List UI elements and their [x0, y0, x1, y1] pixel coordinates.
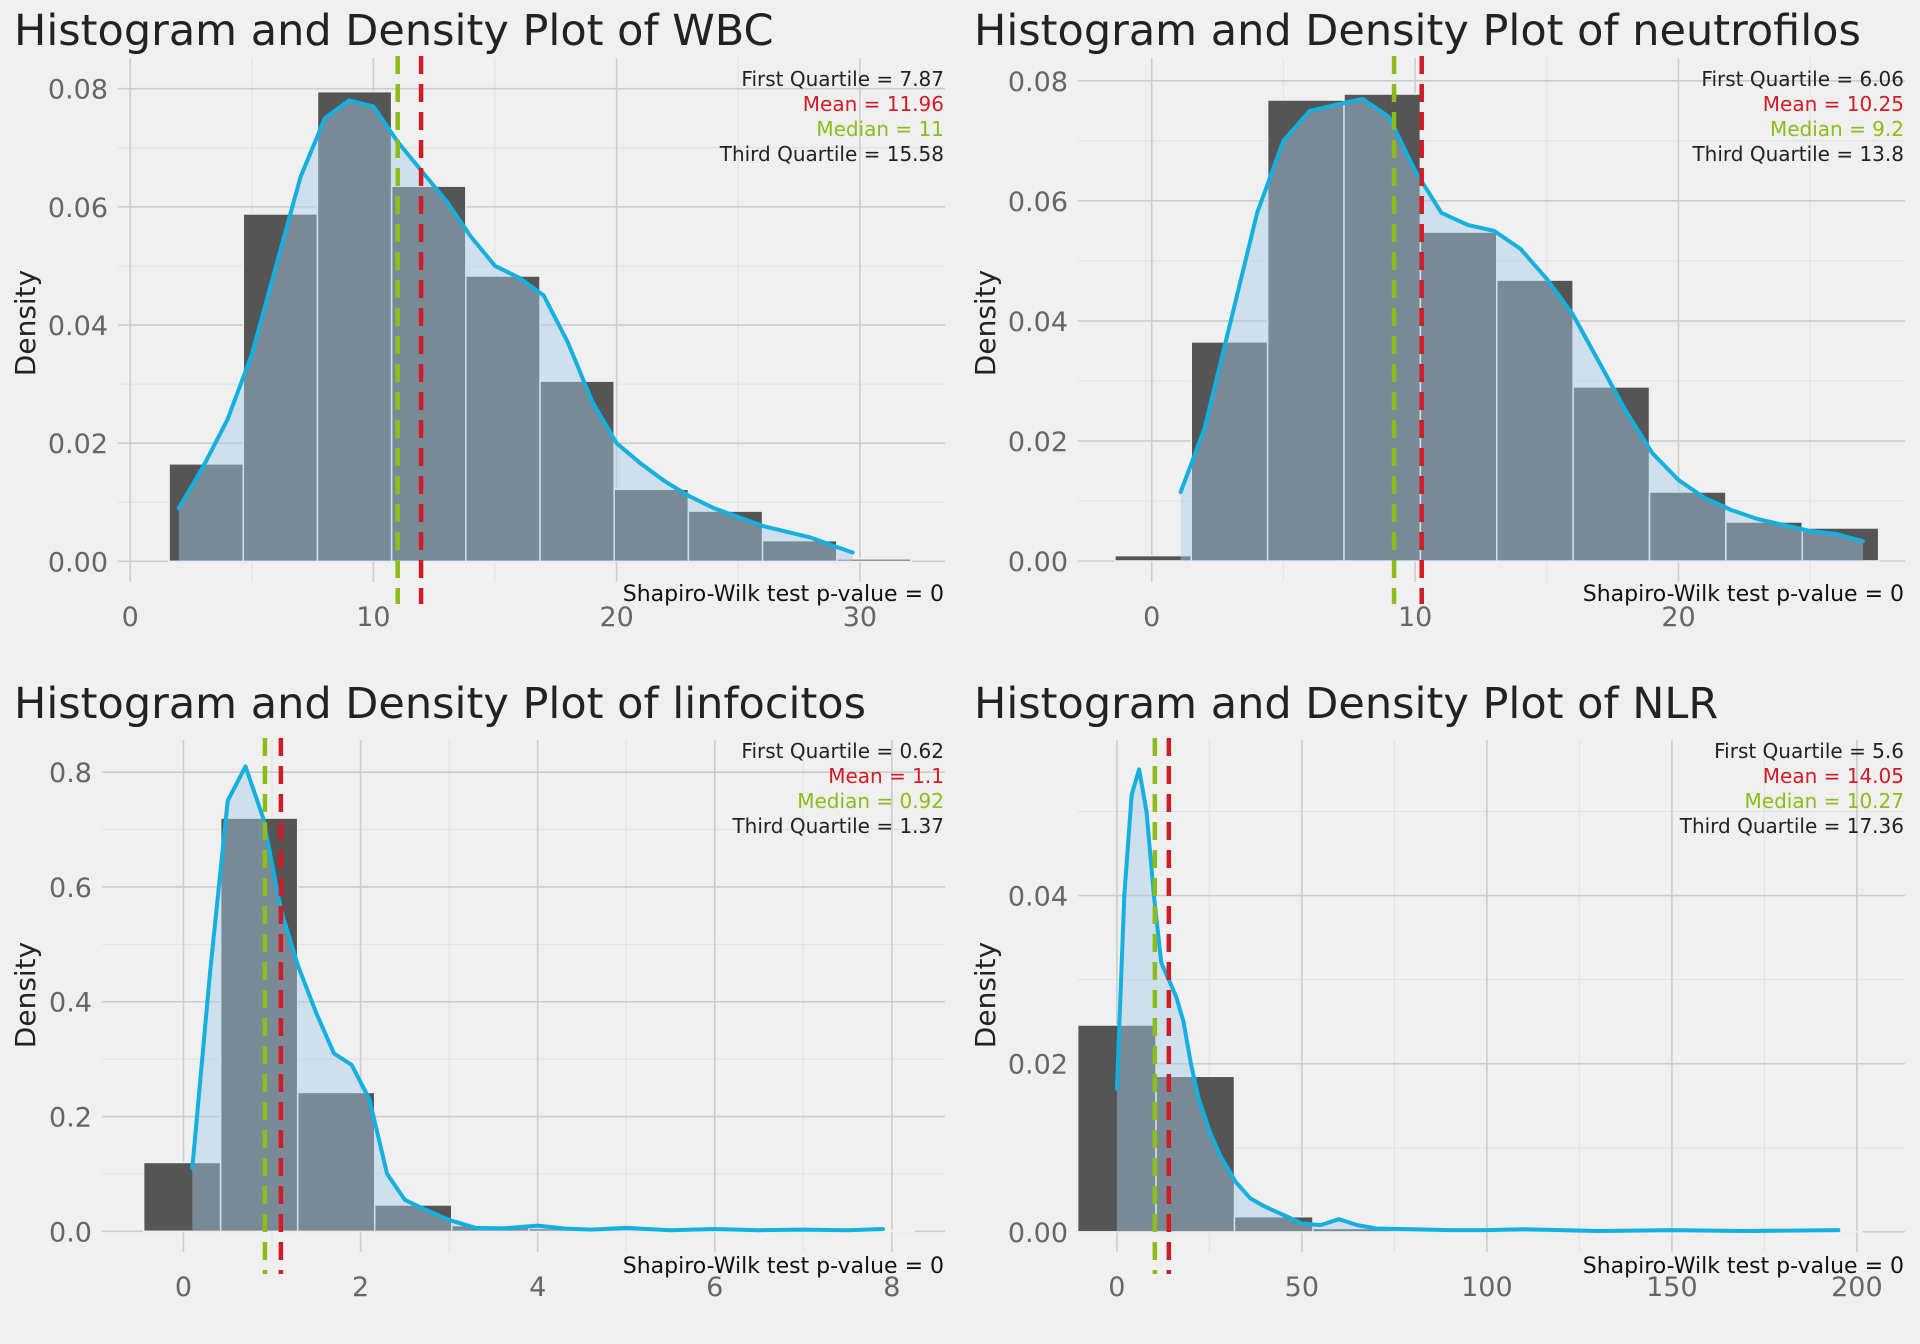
y-tick-label: 0.00: [1008, 1218, 1068, 1249]
median-annotation: Median = 10.27: [1745, 789, 1904, 813]
y-tick-label: 0.00: [48, 547, 108, 578]
chart-title: Histogram and Density Plot of linfocitos: [14, 679, 866, 729]
y-tick-label: 0.2: [49, 1103, 92, 1134]
histogram-bar: [1114, 554, 1193, 562]
shapiro-wilk-annotation: Shapiro-Wilk test p-value = 0: [623, 582, 944, 607]
x-tick-label: 200: [1831, 1272, 1883, 1303]
chart-title: Histogram and Density Plot of NLR: [974, 679, 1718, 729]
median-annotation: Median = 9.2: [1770, 117, 1904, 141]
histogram-bar: [1496, 279, 1574, 562]
q3-annotation: Third Quartile = 17.36: [1679, 814, 1904, 838]
mean-annotation: Mean = 14.05: [1763, 764, 1904, 788]
y-tick-label: 0.6: [49, 873, 92, 904]
histogram-bar: [296, 1091, 376, 1233]
mean-annotation: Mean = 1.1: [828, 764, 944, 788]
histogram-bar: [242, 213, 319, 563]
y-axis-label: Density: [969, 942, 1002, 1048]
x-tick-label: 50: [1285, 1272, 1319, 1303]
x-tick-label: 0: [175, 1272, 192, 1303]
q1-annotation: First Quartile = 0.62: [741, 739, 944, 763]
x-tick-label: 2: [352, 1272, 369, 1303]
density-line: [1178, 96, 1865, 544]
x-tick-label: 10: [356, 602, 390, 633]
x-tick-label: 20: [599, 602, 633, 633]
y-tick-label: 0.4: [49, 988, 92, 1019]
chart-panel: Histogram and Density Plot of WBC Densit…: [9, 6, 945, 633]
x-tick-label: 0: [1143, 602, 1160, 633]
mean-annotation: Mean = 11.96: [803, 92, 944, 116]
y-tick-label: 0.04: [48, 311, 108, 342]
y-tick-label: 0.06: [48, 193, 108, 224]
histogram-bar: [539, 380, 615, 563]
chart-panel: Histogram and Density Plot of linfocitos…: [9, 679, 945, 1303]
histogram-bar: [1266, 99, 1345, 562]
q3-annotation: Third Quartile = 15.58: [719, 142, 944, 166]
chart-panel: Histogram and Density Plot of NLR Densit…: [969, 679, 1905, 1303]
y-tick-label: 0.04: [1008, 882, 1068, 913]
mean-annotation: Mean = 10.25: [1763, 92, 1904, 116]
histogram-bar: [373, 1204, 453, 1233]
histogram-bar: [1343, 93, 1422, 562]
x-tick-label: 0: [1108, 1272, 1125, 1303]
q3-annotation: Third Quartile = 1.37: [731, 814, 944, 838]
density-area: [192, 766, 884, 1232]
x-tick-label: 6: [706, 1272, 723, 1303]
chart-panel: Histogram and Density Plot of neutrofilo…: [969, 6, 1905, 633]
histogram-bar: [836, 558, 912, 563]
q1-annotation: First Quartile = 6.06: [1701, 67, 1904, 91]
x-tick-label: 10: [1398, 602, 1432, 633]
y-tick-label: 0.02: [1008, 1050, 1068, 1081]
chart-title: Histogram and Density Plot of WBC: [14, 6, 774, 56]
x-tick-label: 30: [843, 602, 877, 633]
histogram-bar: [390, 185, 467, 563]
y-tick-label: 0.02: [1008, 427, 1068, 458]
q3-annotation: Third Quartile = 13.8: [1691, 142, 1904, 166]
histogram-bar: [219, 817, 299, 1233]
x-tick-label: 150: [1646, 1272, 1698, 1303]
q1-annotation: First Quartile = 7.87: [741, 67, 944, 91]
y-axis-label: Density: [969, 270, 1002, 376]
histogram-bar: [1190, 341, 1269, 562]
histogram-bar: [613, 488, 690, 563]
shapiro-wilk-annotation: Shapiro-Wilk test p-value = 0: [1583, 582, 1904, 607]
y-tick-label: 0.08: [48, 75, 108, 106]
x-tick-label: 4: [529, 1272, 546, 1303]
density-line: [190, 764, 885, 1233]
x-tick-label: 0: [122, 602, 139, 633]
y-axis-label: Density: [9, 942, 42, 1048]
density-line: [176, 98, 855, 555]
x-tick-label: 100: [1461, 1272, 1513, 1303]
density-area: [1180, 98, 1863, 562]
y-tick-label: 0.0: [49, 1217, 92, 1248]
median-annotation: Median = 11: [816, 117, 944, 141]
chart-title: Histogram and Density Plot of neutrofilo…: [974, 6, 1861, 56]
q1-annotation: First Quartile = 5.6: [1714, 739, 1904, 763]
histogram-bar: [316, 90, 393, 563]
shapiro-wilk-annotation: Shapiro-Wilk test p-value = 0: [623, 1254, 944, 1279]
histogram-bar: [761, 539, 838, 563]
histogram-bar: [142, 1161, 222, 1233]
x-tick-label: 8: [883, 1272, 900, 1303]
y-tick-label: 0.8: [49, 758, 92, 789]
density-area: [178, 100, 853, 562]
y-axis-label: Density: [9, 270, 42, 376]
density-area: [1116, 769, 1839, 1232]
median-annotation: Median = 0.92: [797, 789, 944, 813]
x-tick-label: 20: [1661, 602, 1695, 633]
y-tick-label: 0.02: [48, 429, 108, 460]
y-tick-label: 0.04: [1008, 307, 1068, 338]
y-tick-label: 0.00: [1008, 547, 1068, 578]
shapiro-wilk-annotation: Shapiro-Wilk test p-value = 0: [1583, 1254, 1904, 1279]
y-tick-label: 0.08: [1008, 67, 1068, 98]
y-tick-label: 0.06: [1008, 187, 1068, 218]
